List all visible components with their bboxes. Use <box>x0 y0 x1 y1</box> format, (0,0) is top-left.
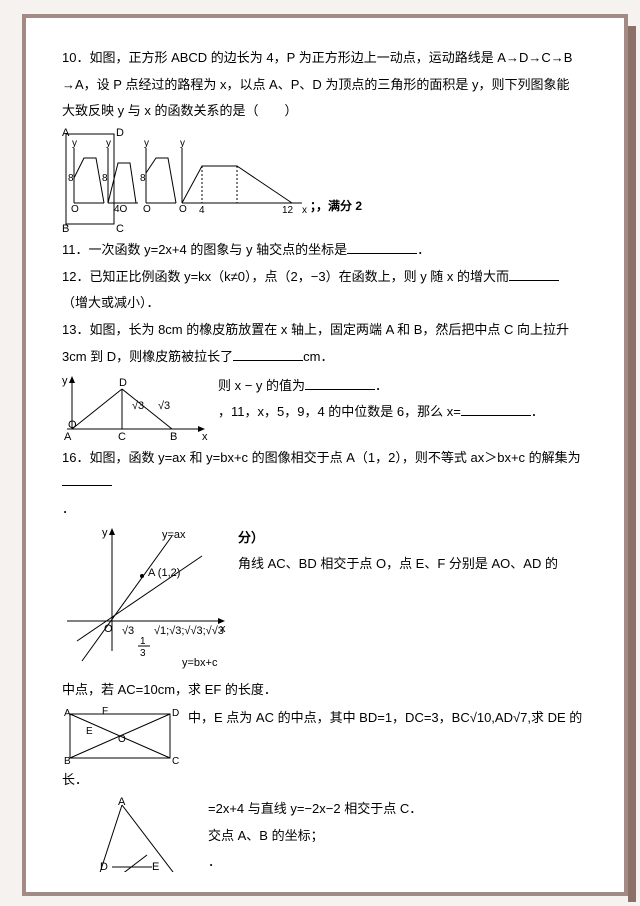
svg-text:D: D <box>100 861 108 872</box>
svg-text:A: A <box>64 431 72 443</box>
svg-text:O: O <box>179 204 187 215</box>
q13-line1: 13．如图，长为 8cm 的橡皮筋放置在 x 轴上，固定两端 A 和 B，然后把… <box>62 318 594 343</box>
svg-text:B: B <box>64 756 71 766</box>
svg-text:B: B <box>170 431 177 443</box>
svg-text:√3: √3 <box>158 400 170 412</box>
q16-blank[interactable] <box>62 472 112 486</box>
svg-text:O: O <box>118 734 126 745</box>
q13-line2: 3cm 到 D，则橡皮筋被拉长了cm． <box>62 345 594 370</box>
svg-text:y: y <box>72 138 77 149</box>
q10-line3: 大致反映 y 与 x 的函数关系的是（ ） <box>62 99 594 124</box>
svg-text:x: x <box>202 431 208 443</box>
svg-text:y: y <box>62 375 68 387</box>
svg-text:y: y <box>106 138 111 149</box>
svg-text:C: C <box>118 431 126 443</box>
q11: 11．一次函数 y=2x+4 的图象与 y 轴交点的坐标是． <box>62 238 594 263</box>
q10-line2: →A，设 P 点经过的路程为 x，以点 A、P、D 为顶点的三角形的面积是 y，… <box>62 73 594 98</box>
q17-tail: 角线 AC、BD 相交于点 O，点 E、F 分别是 AO、AD 的 <box>238 552 594 577</box>
svg-text:√3: √3 <box>132 400 144 412</box>
q12-blank[interactable] <box>509 267 559 281</box>
q19-line1: =2x+4 与直线 y=−2x−2 相交于点 C． <box>208 797 594 822</box>
svg-text:3: 3 <box>140 648 146 659</box>
svg-text:8: 8 <box>140 173 146 184</box>
q12-line1: 12．已知正比例函数 y=kx（k≠0），点（2，−3）在函数上，则 y 随 x… <box>62 265 594 290</box>
svg-text:√1;√3;√√3;√√3: √1;√3;√√3;√√3 <box>154 625 224 637</box>
svg-text:D: D <box>172 708 179 719</box>
svg-text:1: 1 <box>140 636 146 647</box>
svg-text:√3: √3 <box>122 625 134 637</box>
q10-figure: A D B C y 8 O y 8 4O <box>62 126 594 236</box>
q18-figure: A B C D E <box>62 797 202 872</box>
svg-text:A: A <box>64 708 71 719</box>
svg-text:O: O <box>143 204 151 215</box>
svg-text:8: 8 <box>102 173 108 184</box>
q14-blank[interactable] <box>305 376 375 390</box>
q18-line2: 长． <box>62 768 594 793</box>
svg-text:E: E <box>152 861 159 872</box>
svg-text:4: 4 <box>199 205 205 216</box>
svg-text:y: y <box>180 138 185 149</box>
svg-text:O: O <box>71 204 79 215</box>
svg-text:8: 8 <box>68 173 74 184</box>
q16: 16．如图，函数 y=ax 和 y=bx+c 的图像相交于点 A（1，2），则不… <box>62 446 594 495</box>
q12-line2: （增大或减小）． <box>62 291 594 316</box>
q19-line2: 交点 A、B 的坐标； <box>208 824 594 849</box>
q17-line2: 中点，若 AC=10cm，求 EF 的长度． <box>62 678 594 703</box>
svg-text:D: D <box>119 377 127 389</box>
svg-text:A: A <box>118 797 126 808</box>
q17-figure: A D B C F E O <box>62 706 182 766</box>
q16-end: ． <box>62 497 594 522</box>
q18-tail: 中，E 点为 AC 的中点，其中 BD=1，DC=3，BC√10,AD√7,求 … <box>188 706 594 731</box>
q16-figure: y x O y=ax y=bx+c A (1,2) √3 1 3 √1;√3;√… <box>62 526 232 676</box>
svg-text:12: 12 <box>282 205 294 216</box>
svg-text:4O: 4O <box>114 204 128 215</box>
svg-text:y=bx+c: y=bx+c <box>182 657 218 669</box>
svg-text:y=ax: y=ax <box>162 529 186 541</box>
svg-text:x: x <box>302 205 307 216</box>
svg-text:E: E <box>86 726 93 737</box>
svg-text:C: C <box>116 223 124 235</box>
score-label: ；，满分 24 分） <box>310 198 362 213</box>
svg-text:A: A <box>62 127 70 139</box>
svg-text:F: F <box>102 706 108 717</box>
svg-text:C: C <box>172 756 179 766</box>
section-score: 分） <box>238 526 594 551</box>
svg-text:A (1,2): A (1,2) <box>148 567 180 579</box>
svg-text:y: y <box>144 138 149 149</box>
q14-tail: 则 x − y 的值为． <box>218 374 594 399</box>
svg-text:B: B <box>62 223 69 235</box>
q15-blank[interactable] <box>461 402 531 416</box>
svg-text:D: D <box>116 127 124 139</box>
q13-figure: y x A O D C B √3 √3 <box>62 374 212 444</box>
q15: ，11，x，5，9，4 的中位数是 6，那么 x=． <box>218 400 594 425</box>
q10-line1: 10．如图，正方形 ABCD 的边长为 4，P 为正方形边上一动点，运动路线是 … <box>62 46 594 71</box>
svg-text:y: y <box>102 527 108 539</box>
q19-line3: ． <box>208 850 594 872</box>
q13-blank[interactable] <box>233 347 303 361</box>
q11-blank[interactable] <box>347 240 417 254</box>
